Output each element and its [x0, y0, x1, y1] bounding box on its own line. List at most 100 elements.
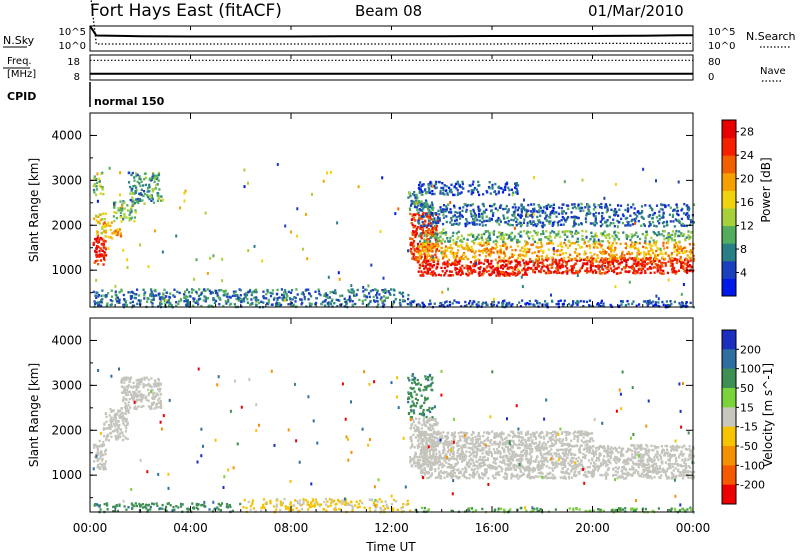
power-cell [452, 256, 455, 259]
velocity-cell [156, 385, 159, 388]
power-cell [178, 300, 181, 303]
power-cell [576, 299, 579, 303]
power-cell [510, 260, 513, 263]
power-cell [318, 292, 321, 295]
power-cell [632, 262, 635, 265]
velocity-cell [92, 446, 96, 449]
power-cell [660, 262, 663, 265]
power-cell [447, 287, 450, 291]
power-cell [526, 215, 529, 218]
power-cell [275, 305, 278, 308]
power-cell [482, 204, 485, 208]
power-cell [546, 242, 549, 245]
power-cell [410, 250, 413, 254]
power-cell [134, 296, 137, 300]
power-cell [612, 257, 615, 260]
power-cell [599, 240, 602, 243]
power-cell [644, 300, 647, 303]
velocity-cell [520, 465, 523, 468]
power-cell [457, 230, 460, 234]
power-cell [622, 256, 625, 260]
power-cell [133, 304, 136, 307]
power-cell [494, 182, 497, 186]
power-cell [613, 225, 616, 228]
power-cell [541, 225, 544, 229]
power-cell [112, 215, 115, 218]
power-cell [192, 304, 195, 307]
power-cell [445, 208, 448, 211]
velocity-cell [425, 452, 428, 455]
power-cell [120, 288, 123, 291]
power-cell [523, 229, 526, 233]
power-cell [665, 220, 668, 223]
power-cell [666, 271, 669, 275]
power-cell [412, 202, 415, 205]
velocity-cell [464, 457, 467, 461]
velocity-cell [630, 468, 634, 471]
power-colorbar-tick-label: 16 [740, 196, 754, 209]
power-cell [140, 180, 143, 183]
power-cell [645, 230, 648, 234]
velocity-cell [425, 436, 428, 439]
power-cell [168, 304, 171, 307]
velocity-cell [584, 444, 587, 447]
power-cell [584, 217, 587, 221]
power-cell [683, 233, 686, 236]
power-cell [416, 247, 419, 250]
power-cell [608, 241, 611, 244]
power-cell [667, 235, 671, 238]
power-cell [200, 292, 203, 295]
power-cell [545, 230, 548, 233]
power-cell [532, 269, 534, 273]
power-cell [546, 259, 549, 262]
power-cell [445, 185, 448, 188]
power-cell [230, 302, 233, 306]
power-cell [152, 173, 155, 176]
power-cell [544, 236, 547, 239]
power-cell [599, 220, 602, 223]
power-cell [618, 208, 621, 211]
power-cell [572, 300, 575, 304]
power-cell [427, 217, 430, 220]
power-cell [446, 304, 449, 307]
power-cell [112, 201, 116, 204]
power-cell [507, 208, 510, 211]
power-cell [278, 296, 281, 299]
velocity-cell [127, 408, 130, 412]
power-cell [539, 238, 543, 241]
power-cell [690, 251, 693, 254]
power-cell [129, 199, 132, 202]
power-cell [571, 268, 574, 271]
power-cell [521, 285, 524, 289]
velocity-cell [417, 435, 420, 439]
power-cell [432, 219, 435, 223]
velocity-cell [102, 427, 105, 430]
power-cell [563, 241, 566, 245]
power-cell [526, 209, 529, 212]
power-cell [537, 246, 540, 249]
power-cell [435, 256, 438, 259]
velocity-cell [564, 477, 567, 480]
power-cell [458, 207, 462, 210]
power-cell [100, 172, 103, 175]
power-cell [521, 253, 524, 257]
velocity-cell [114, 421, 117, 424]
power-cell [429, 180, 432, 184]
power-cell [103, 217, 106, 221]
velocity-cell [569, 448, 572, 451]
power-cell [504, 271, 508, 274]
power-cell [154, 288, 157, 292]
power-cell [499, 231, 502, 235]
velocity-cell [150, 405, 153, 408]
power-cell [620, 268, 624, 271]
velocity-cell [436, 421, 439, 425]
power-cell [673, 235, 676, 238]
power-cell [652, 266, 655, 269]
power-cell [537, 250, 540, 254]
power-cell [558, 220, 561, 223]
power-cell [275, 293, 278, 296]
velocity-cell [115, 413, 118, 417]
power-cell [547, 267, 550, 271]
freq-left-tick-top: 18 [67, 57, 80, 68]
power-cell [654, 242, 657, 245]
